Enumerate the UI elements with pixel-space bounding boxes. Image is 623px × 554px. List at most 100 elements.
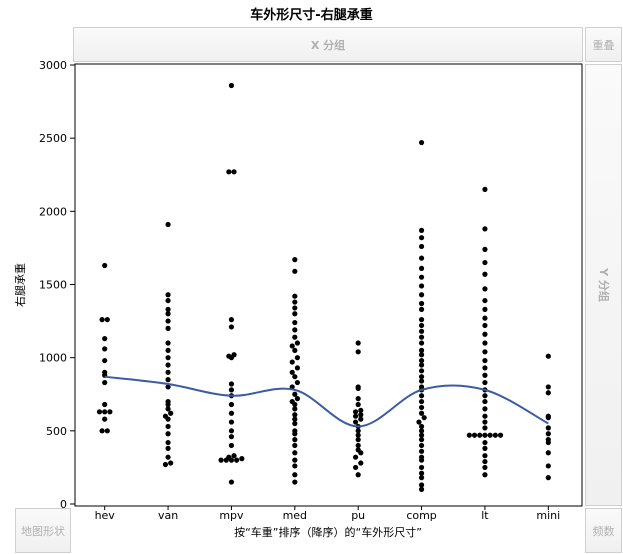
data-point-comp: [418, 139, 425, 146]
map-shape-label: 地图形状: [21, 524, 65, 538]
data-point-lt: [466, 432, 472, 438]
x-group-drop-zone[interactable]: X 分组: [73, 27, 583, 62]
y-group-drop-zone[interactable]: Y 分组: [585, 64, 622, 506]
overlay-drop-zone[interactable]: 重叠: [585, 27, 622, 62]
data-point-mpv: [228, 355, 235, 361]
data-point-comp: [418, 300, 425, 307]
data-point-lt: [482, 322, 488, 329]
data-point-mini: [545, 463, 551, 469]
data-point-med: [292, 334, 298, 340]
data-point-van: [165, 340, 171, 346]
data-point-mini: [545, 450, 551, 456]
data-point-pu: [352, 464, 359, 471]
data-point-mpv: [228, 434, 235, 440]
data-point-pu: [355, 401, 361, 408]
data-point-med: [292, 479, 298, 485]
y-tick-label: 500: [46, 425, 67, 438]
data-point-pu: [358, 416, 364, 422]
data-point-mpv: [231, 169, 237, 175]
data-point-med: [292, 293, 298, 299]
data-point-med: [292, 431, 298, 437]
x-axis: hev van mpv med pu comp lt mini: [95, 506, 560, 522]
data-point-med: [292, 463, 298, 469]
data-point-med: [294, 365, 301, 371]
data-point-hev: [102, 346, 108, 352]
data-point-mini: [545, 439, 551, 446]
data-point-med: [292, 450, 298, 456]
data-point-lt: [482, 226, 488, 232]
data-point-med: [294, 396, 301, 402]
data-point-lt: [482, 271, 488, 277]
data-point-lt: [482, 425, 488, 431]
data-point-med: [292, 406, 298, 412]
data-point-med: [292, 374, 298, 380]
data-point-comp: [418, 398, 425, 405]
data-point-comp: [418, 437, 425, 443]
data-point-hev: [102, 336, 108, 342]
frequency-drop-zone[interactable]: 频数: [585, 508, 622, 553]
data-point-med: [292, 299, 298, 305]
data-point-van: [165, 311, 171, 317]
data-point-van: [165, 454, 171, 460]
data-point-mpv: [231, 453, 237, 459]
data-point-pu: [355, 472, 361, 478]
data-point-lt: [487, 432, 493, 438]
data-point-van: [165, 445, 171, 451]
data-point-mini: [545, 415, 551, 421]
data-point-mpv: [228, 401, 235, 408]
data-point-comp: [418, 432, 425, 438]
chart-title: 车外形尺寸-右腿承重: [250, 8, 373, 23]
data-point-mpv: [228, 479, 235, 485]
data-point-lt: [482, 286, 488, 292]
data-point-comp: [418, 374, 425, 380]
x-tick-label-med: med: [283, 509, 307, 522]
data-point-lt: [482, 472, 488, 478]
frequency-label: 频数: [592, 524, 615, 538]
data-point-van: [165, 292, 171, 298]
data-point-pu: [355, 437, 361, 443]
x-tick-label-comp: comp: [406, 509, 436, 522]
data-point-comp: [418, 362, 425, 368]
y-tick-label: 0: [60, 498, 67, 511]
data-point-med: [292, 472, 298, 478]
data-point-hev: [99, 317, 105, 323]
data-point-lt: [482, 259, 488, 266]
x-tick-label-van: van: [158, 509, 178, 522]
data-point-lt: [482, 365, 488, 371]
y-tick-label: 2000: [39, 205, 67, 218]
y-axis: 0 500 1000 1500 2000 2500 3000: [39, 59, 75, 511]
plot-frame: [74, 63, 583, 507]
data-point-mini: [545, 425, 551, 431]
data-point-lt: [482, 297, 488, 304]
data-point-comp: [418, 322, 425, 329]
data-point-van: [165, 297, 171, 304]
data-point-mpv: [223, 457, 229, 463]
data-point-comp: [418, 368, 425, 374]
data-point-pu: [358, 450, 364, 456]
x-axis-title: 按“车重”排序（降序）的“车外形尺寸”: [234, 526, 422, 539]
data-point-lt: [482, 372, 488, 378]
data-point-pu: [355, 396, 361, 402]
data-point-med: [292, 347, 298, 353]
data-point-lt: [482, 306, 488, 312]
data-point-comp: [418, 475, 425, 481]
data-point-comp: [418, 457, 425, 463]
data-point-med: [292, 311, 298, 317]
data-point-mpv: [228, 457, 235, 463]
data-point-pu: [355, 340, 361, 346]
data-point-mpv: [226, 169, 232, 175]
data-point-pu: [352, 454, 359, 460]
data-point-van: [165, 325, 171, 331]
data-point-van: [165, 384, 171, 390]
data-point-comp: [418, 340, 425, 346]
data-point-med: [292, 305, 298, 311]
map-shape-drop-zone[interactable]: 地图形状: [15, 508, 71, 553]
data-point-med: [292, 327, 298, 333]
data-point-pu: [355, 432, 361, 438]
data-point-comp: [418, 428, 425, 434]
data-point-hev: [102, 401, 108, 408]
data-point-lt: [482, 340, 488, 346]
data-point-mpv: [228, 317, 235, 323]
data-point-mpv: [228, 442, 235, 449]
data-point-hev: [102, 379, 108, 386]
